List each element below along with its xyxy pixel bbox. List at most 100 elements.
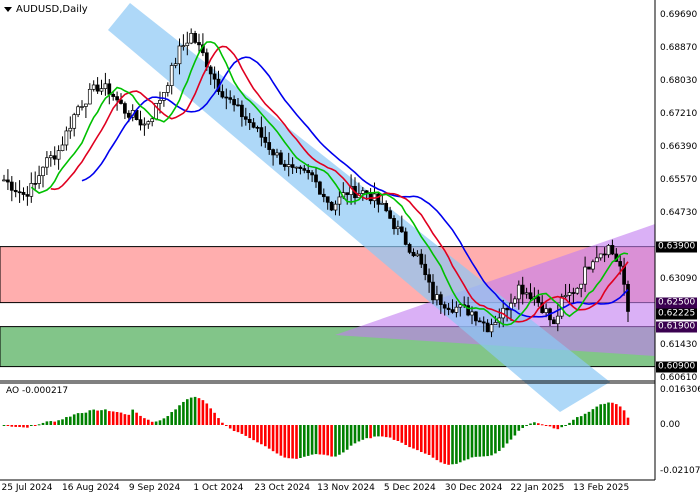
- ao-bar: [76, 413, 80, 425]
- ao-bar: [217, 418, 220, 425]
- candle-body: [302, 168, 307, 171]
- ao-bar: [501, 425, 505, 448]
- ao-bar: [607, 402, 610, 425]
- ao-bar: [123, 414, 127, 425]
- date-label: 30 Dec 2024: [444, 483, 503, 493]
- candle-body: [76, 106, 80, 116]
- ao-bar: [540, 424, 544, 426]
- ao-bar: [486, 425, 489, 457]
- candle-body: [431, 281, 435, 301]
- ao-bar: [166, 416, 170, 425]
- candle-body: [84, 103, 88, 107]
- ao-bar: [583, 413, 587, 425]
- candle-body: [435, 294, 439, 301]
- candle-body: [142, 123, 147, 126]
- axis-label: 0.68030: [660, 76, 698, 87]
- candle-body: [91, 84, 96, 90]
- ao-bar: [310, 425, 314, 455]
- candle-body: [181, 45, 186, 47]
- ao-bar: [599, 404, 602, 425]
- price-tag: 0.60900: [656, 361, 698, 373]
- ao-bar: [322, 425, 326, 455]
- ao-bar: [377, 425, 380, 437]
- ao-bar: [474, 425, 478, 457]
- ao-bar: [326, 425, 329, 456]
- candle-body: [25, 194, 30, 197]
- ao-bar: [22, 425, 25, 428]
- candle-body: [485, 322, 490, 333]
- ao-bar: [271, 425, 275, 452]
- candle-body: [325, 196, 330, 203]
- ao-bar: [396, 425, 400, 441]
- candle-body: [524, 292, 529, 295]
- candle-body: [583, 266, 587, 285]
- ao-bar: [178, 405, 181, 425]
- ao-bar: [603, 403, 606, 425]
- ao-bar: [462, 425, 466, 461]
- candle-body: [271, 149, 275, 156]
- ao-bar: [505, 425, 509, 444]
- ao-bar: [170, 412, 173, 425]
- ao-bar: [556, 425, 560, 430]
- axis-label: 0.64730: [660, 208, 698, 219]
- ao-bar: [72, 414, 76, 425]
- ao-bar: [572, 419, 575, 425]
- candle-body: [536, 296, 541, 304]
- symbol-title[interactable]: AUDUSD,Daily: [4, 4, 88, 15]
- candle-body: [68, 127, 73, 132]
- candle-body: [411, 251, 416, 257]
- ao-bar: [533, 422, 536, 425]
- date-label: 23 Oct 2024: [254, 483, 311, 493]
- candle-body: [438, 294, 443, 305]
- ao-bar: [338, 425, 341, 455]
- symbol-label: AUDUSD,Daily: [16, 4, 88, 15]
- axis-label: 0.67210: [660, 109, 698, 120]
- candle-body: [240, 104, 244, 118]
- candle-body: [138, 119, 143, 126]
- ao-bar: [158, 420, 162, 425]
- candle-body: [310, 172, 314, 176]
- ao-bar: [345, 425, 349, 450]
- ao-bar: [127, 414, 131, 425]
- ao-bar: [14, 425, 17, 427]
- ao-bar: [252, 425, 255, 441]
- date-label: 9 Sep 2024: [128, 483, 181, 493]
- ao-bar: [104, 409, 107, 425]
- ao-bar: [283, 425, 287, 458]
- candle-body: [251, 122, 256, 128]
- ao-bar: [139, 415, 142, 425]
- axis-label: 0.60610: [660, 373, 698, 384]
- candle-body: [399, 226, 404, 233]
- dropdown-triangle-icon[interactable]: [4, 7, 12, 12]
- ao-bar: [357, 425, 361, 442]
- ao-bar: [108, 411, 111, 425]
- ao-bar: [618, 406, 622, 425]
- candle-body: [364, 190, 369, 193]
- ao-bar: [373, 425, 376, 437]
- candle-body: [477, 320, 482, 323]
- ao-bar: [88, 410, 92, 425]
- ao-bar: [544, 425, 548, 426]
- ao-bar: [209, 408, 212, 425]
- candle-body: [419, 253, 424, 265]
- candle-body: [509, 302, 513, 311]
- candle-body: [544, 308, 548, 313]
- candle-body: [380, 202, 385, 205]
- candle-body: [247, 118, 252, 124]
- candle-body: [505, 307, 509, 311]
- ao-bar: [189, 397, 193, 425]
- ao-bar: [334, 425, 337, 457]
- axis-label: 0.68870: [660, 42, 698, 53]
- ao-bar: [174, 409, 177, 425]
- candle-body: [45, 157, 49, 168]
- candle-body: [72, 114, 77, 129]
- axis-label: 0.016306: [660, 384, 700, 395]
- ao-bar: [384, 425, 388, 438]
- ao-bar: [369, 425, 372, 439]
- date-label: 1 Oct 2024: [193, 483, 244, 493]
- candle-body: [442, 304, 447, 309]
- candle-body: [267, 142, 272, 150]
- axis-label: -0.021075: [660, 465, 700, 476]
- ao-indicator-label: AO -0.000217: [6, 386, 69, 396]
